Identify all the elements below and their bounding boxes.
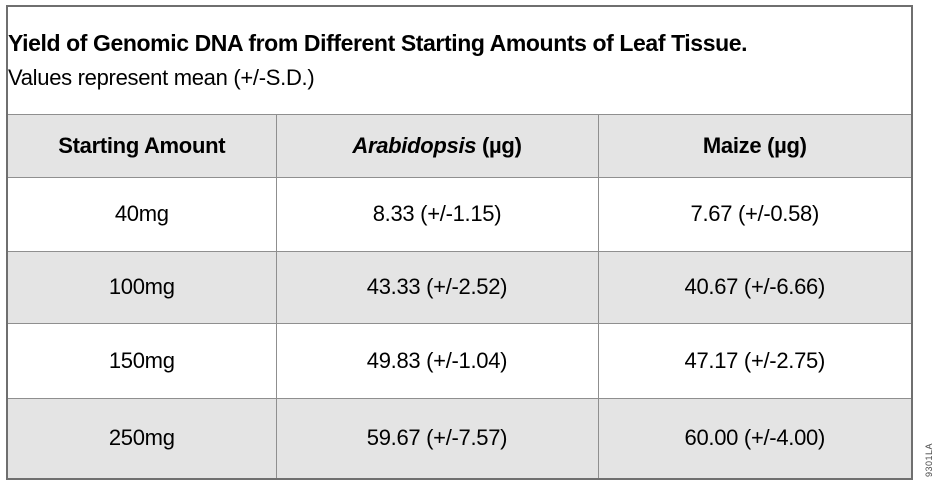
cell-arabidopsis-yield: 43.33 (+/-2.52) (275, 250, 599, 324)
dna-yield-table: Yield of Genomic DNA from Different Star… (6, 5, 914, 480)
table-row: 150mg 49.83 (+/-1.04) 47.17 (+/-2.75) (6, 322, 913, 399)
column-header-species-name: Arabidopsis (352, 132, 477, 158)
cell-arabidopsis-yield: 8.33 (+/-1.15) (275, 176, 599, 252)
cell-starting-amount: 40mg (6, 176, 277, 252)
table-header-row: Starting Amount Arabidopsis (µg) Maize (… (6, 113, 913, 178)
figure-subtitle: Values represent mean (+/-S.D.) (8, 64, 315, 90)
cell-maize-yield: 47.17 (+/-2.75) (597, 322, 913, 399)
figure-code: 9301LA (924, 442, 934, 477)
column-header-unit: (µg) (761, 132, 807, 158)
figure-title: Yield of Genomic DNA from Different Star… (8, 29, 748, 56)
dna-yield-figure: Yield of Genomic DNA from Different Star… (6, 5, 914, 480)
column-header-label: Starting Amount (58, 132, 226, 158)
cell-maize-yield: 7.67 (+/-0.58) (597, 176, 913, 252)
title-cell: Yield of Genomic DNA from Different Star… (6, 5, 913, 115)
cell-maize-yield: 60.00 (+/-4.00) (597, 397, 913, 480)
column-header-maize: Maize (µg) (597, 113, 913, 178)
cell-starting-amount: 150mg (6, 322, 277, 399)
title-row: Yield of Genomic DNA from Different Star… (6, 5, 913, 115)
column-header-unit: (µg) (476, 132, 522, 158)
cell-starting-amount: 250mg (6, 397, 277, 480)
cell-arabidopsis-yield: 59.67 (+/-7.57) (275, 397, 599, 480)
cell-maize-yield: 40.67 (+/-6.66) (597, 250, 913, 324)
cell-starting-amount: 100mg (6, 250, 277, 324)
column-header-starting-amount: Starting Amount (6, 113, 277, 178)
table-row: 250mg 59.67 (+/-7.57) 60.00 (+/-4.00) (6, 397, 913, 480)
column-header-arabidopsis: Arabidopsis (µg) (275, 113, 599, 178)
table-row: 40mg 8.33 (+/-1.15) 7.67 (+/-0.58) (6, 176, 913, 252)
cell-arabidopsis-yield: 49.83 (+/-1.04) (275, 322, 599, 399)
column-header-species-name: Maize (702, 132, 762, 158)
table-row: 100mg 43.33 (+/-2.52) 40.67 (+/-6.66) (6, 250, 913, 324)
